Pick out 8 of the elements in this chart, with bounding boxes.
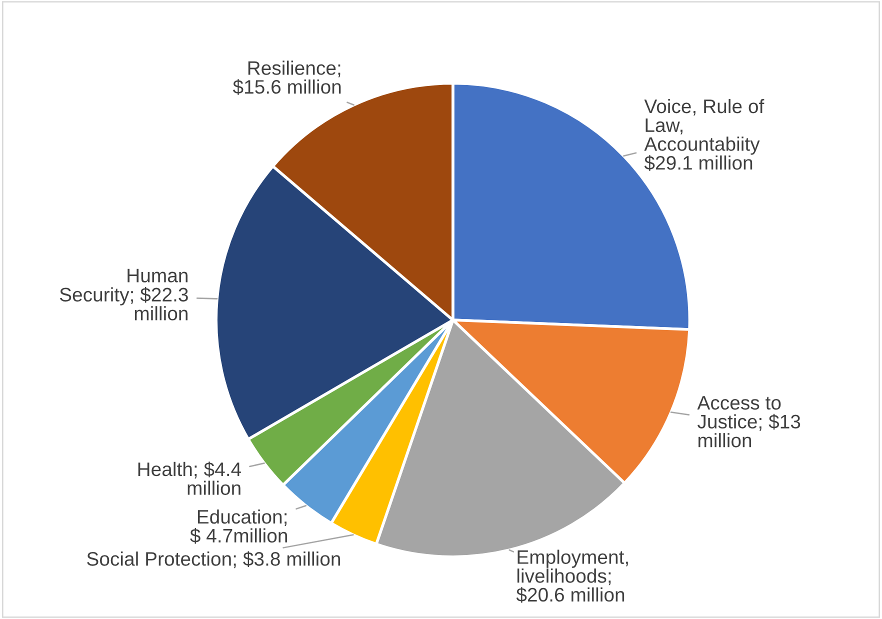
slice-label: Access to Justice; $13 million [697,396,800,448]
slice-label: Education; $ 4.7million [190,509,287,544]
slice-label: Health; $4.4 million [138,462,242,495]
slice-label: Human Security; $22.3 million [60,268,188,320]
slice-label: Employment, livelihoods; $20.6 million [516,550,628,603]
slice-label: Voice, Rule of Law, Accountabiity $29.1 million [644,98,764,171]
slice-label: Social Protection; $3.8 million [87,551,340,568]
slice-label: Resilience; $15.6 million [232,60,341,95]
